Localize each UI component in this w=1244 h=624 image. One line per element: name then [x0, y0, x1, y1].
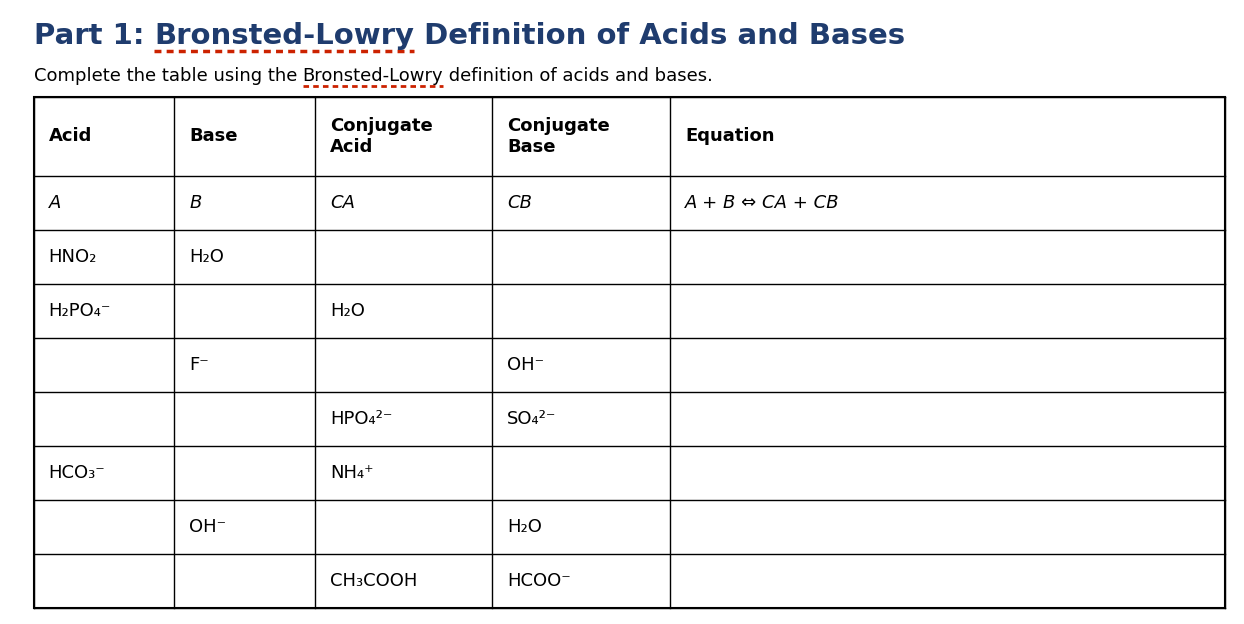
Text: A: A	[49, 194, 61, 212]
Text: Conjugate
Base: Conjugate Base	[508, 117, 610, 156]
Text: HPO₄²⁻: HPO₄²⁻	[330, 410, 392, 428]
Text: B: B	[189, 194, 202, 212]
Bar	[34, 97, 1225, 608]
Text: definition of acids and bases.: definition of acids and bases.	[443, 67, 713, 85]
Text: CH₃COOH: CH₃COOH	[330, 572, 417, 590]
Text: H₂O: H₂O	[189, 248, 224, 266]
Text: NH₄⁺: NH₄⁺	[330, 464, 373, 482]
Text: Part 1:: Part 1:	[34, 22, 154, 50]
Text: SO₄²⁻: SO₄²⁻	[508, 410, 557, 428]
Text: HCO₃⁻: HCO₃⁻	[49, 464, 106, 482]
Text: A + B ⇔ CA + CB: A + B ⇔ CA + CB	[685, 194, 840, 212]
Text: Base: Base	[189, 127, 238, 145]
Text: Definition of Acids and Bases: Definition of Acids and Bases	[414, 22, 906, 50]
Text: Bronsted-Lowry: Bronsted-Lowry	[302, 67, 443, 85]
Text: CA: CA	[330, 194, 355, 212]
Text: Conjugate
Acid: Conjugate Acid	[330, 117, 433, 156]
Text: Bronsted-Lowry: Bronsted-Lowry	[154, 22, 414, 50]
Text: HNO₂: HNO₂	[49, 248, 97, 266]
Text: H₂O: H₂O	[508, 519, 542, 537]
Text: Acid: Acid	[49, 127, 92, 145]
Text: OH⁻: OH⁻	[189, 519, 226, 537]
Text: H₂O: H₂O	[330, 302, 364, 320]
Text: Equation: Equation	[685, 127, 775, 145]
Text: HCOO⁻: HCOO⁻	[508, 572, 571, 590]
Text: F⁻: F⁻	[189, 356, 209, 374]
Text: CB: CB	[508, 194, 532, 212]
Text: H₂PO₄⁻: H₂PO₄⁻	[49, 302, 111, 320]
Text: Complete the table using the: Complete the table using the	[34, 67, 302, 85]
Text: OH⁻: OH⁻	[508, 356, 545, 374]
